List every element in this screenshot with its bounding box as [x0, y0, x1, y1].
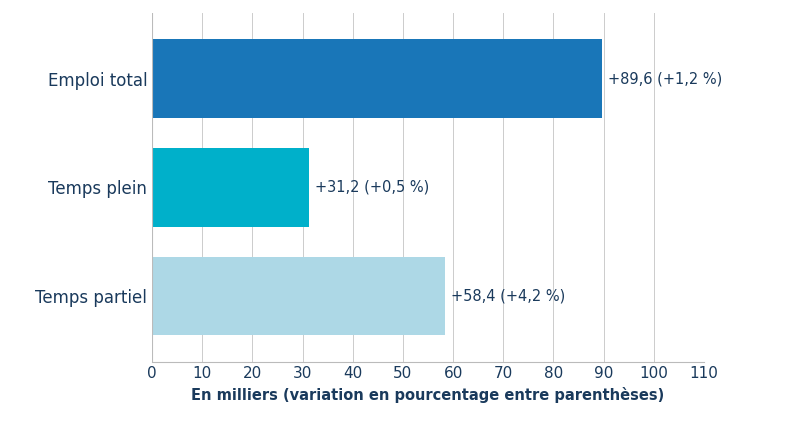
Text: +58,4 (+4,2 %): +58,4 (+4,2 %) — [451, 289, 566, 304]
Bar — [152, 257, 445, 336]
Text: +31,2 (+0,5 %): +31,2 (+0,5 %) — [314, 180, 429, 195]
Text: +89,6 (+1,2 %): +89,6 (+1,2 %) — [608, 71, 722, 86]
Bar — [152, 39, 602, 118]
Bar — [152, 148, 309, 227]
X-axis label: En milliers (variation en pourcentage entre parenthèses): En milliers (variation en pourcentage en… — [191, 387, 665, 403]
